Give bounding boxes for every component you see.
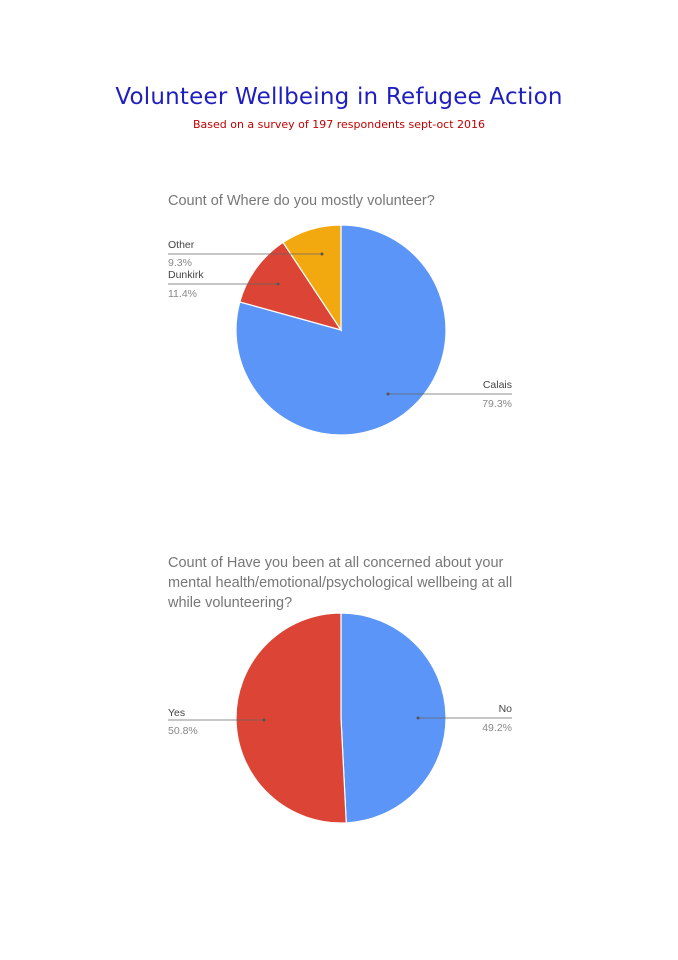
slice-percent: 49.2%: [482, 722, 512, 734]
leader-dot: [320, 252, 324, 256]
page-subtitle: Based on a survey of 197 respondents sep…: [192, 118, 486, 131]
slice-name: Yes: [168, 707, 185, 719]
slice-name: No: [499, 703, 513, 715]
slice-label-calais: Calais 79.3%: [386, 379, 512, 410]
leader-dot: [262, 718, 266, 722]
leader-dot: [276, 282, 280, 286]
pie-slice-dunkirk: [239, 241, 343, 332]
slice-name: Other: [168, 239, 195, 251]
slice-label-no: No 49.2%: [416, 703, 513, 734]
chart-volunteer-location: Calais 79.3% Dunkirk 11.4% Other 9.3%: [168, 224, 512, 436]
slice-name: Calais: [483, 379, 512, 391]
slice-label-other: Other 9.3%: [168, 239, 324, 269]
pie-slices: [235, 612, 447, 824]
pie-slice-yes: [235, 612, 347, 824]
leader-dot: [386, 392, 390, 396]
chart-mental-health-title: Count of Have you been at all concerned …: [168, 555, 513, 611]
slice-name: Dunkirk: [168, 269, 204, 281]
slice-label-yes: Yes 50.8%: [168, 707, 266, 737]
pie-slice-no: [340, 612, 447, 824]
pie-slices: [235, 224, 447, 436]
slice-percent: 50.8%: [168, 725, 198, 737]
slice-percent: 9.3%: [168, 257, 192, 269]
pie-slice-other: [282, 224, 342, 332]
slice-label-dunkirk: Dunkirk 11.4%: [168, 269, 280, 300]
slice-percent: 79.3%: [482, 398, 512, 410]
chart-volunteer-location-title: Count of Where do you mostly volunteer?: [168, 193, 435, 209]
chart-mental-health-concern: No 49.2% Yes 50.8%: [168, 612, 513, 824]
page-title: Volunteer Wellbeing in Refugee Action: [115, 84, 563, 110]
leader-dot: [416, 716, 420, 720]
slice-percent: 11.4%: [168, 288, 197, 300]
